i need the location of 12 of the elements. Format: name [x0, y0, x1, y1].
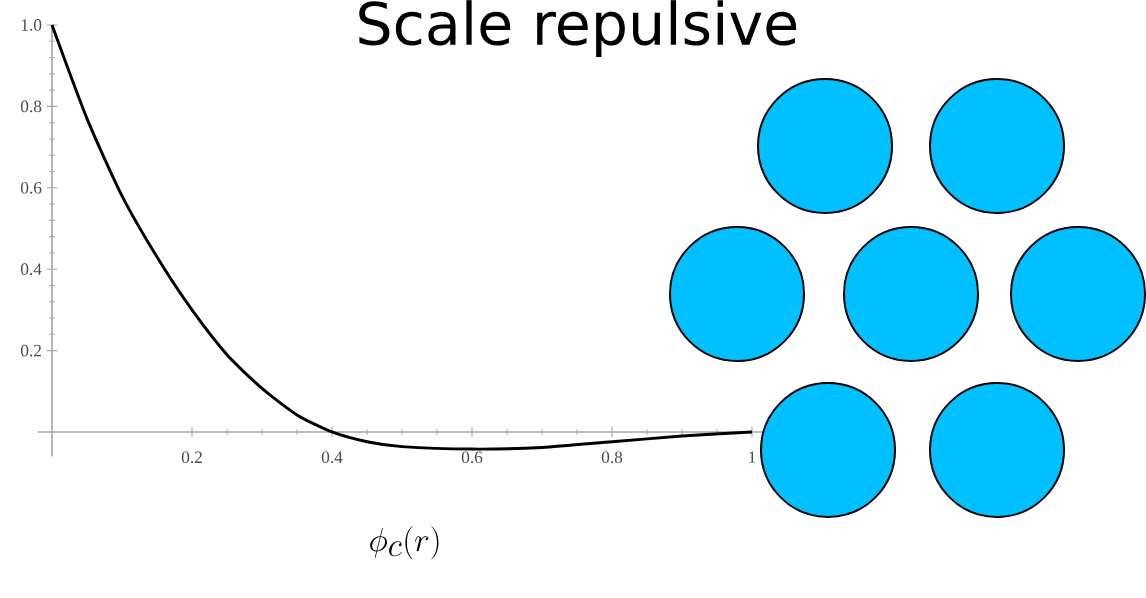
x-tick-label: 1 [749, 451, 756, 463]
x-axis-title: $\phi_c(r)$ [370, 526, 439, 560]
x-tick-label: 0.2 [181, 451, 202, 464]
y-tick-label: 0.4 [20, 263, 42, 276]
x-tick-label: 0.8 [601, 451, 623, 464]
y-tick-label: 0.6 [20, 181, 42, 194]
chart-title: Scale repulsive [359, 0, 797, 57]
x-tick-label: 0.6 [461, 451, 483, 464]
y-tick-label: 1.0 [21, 19, 42, 31]
y-tick-label: 0.8 [20, 100, 42, 113]
y-tick-label: 0.2 [20, 344, 42, 357]
x-tick-label: 0.4 [321, 451, 343, 464]
